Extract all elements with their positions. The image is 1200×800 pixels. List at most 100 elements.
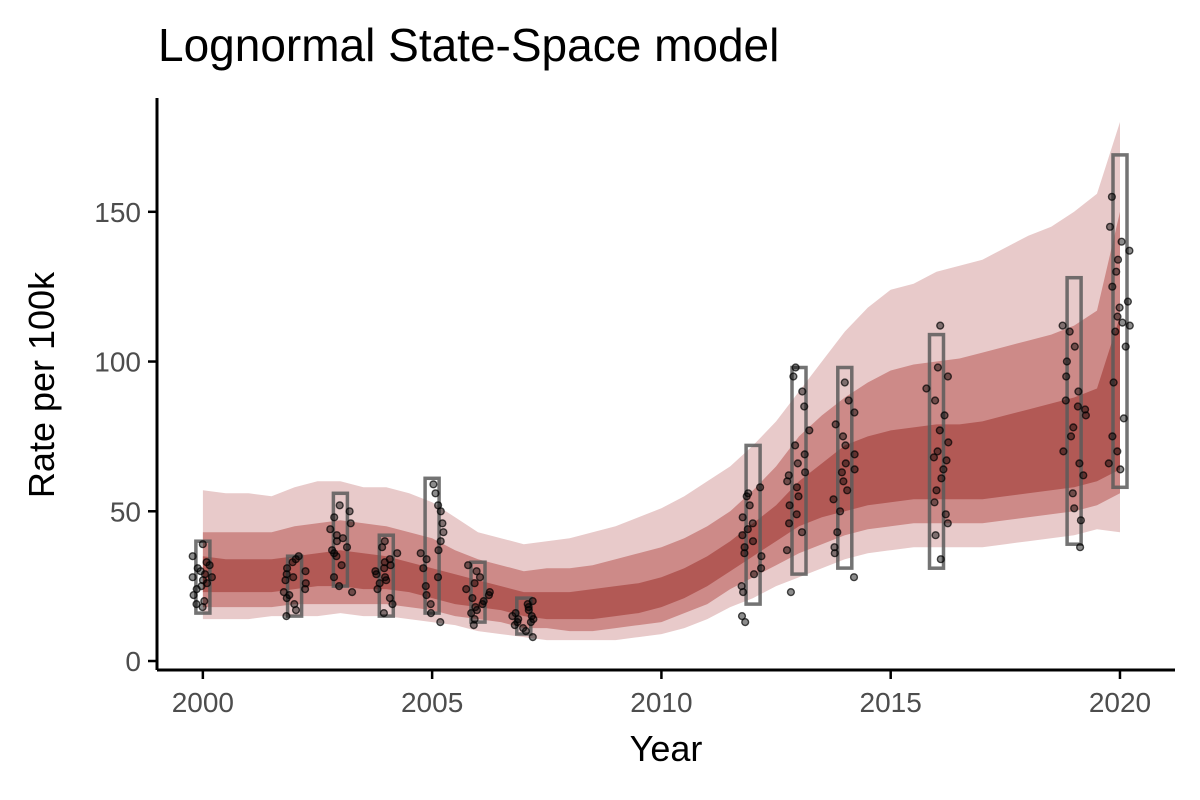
data-point-2020-1 <box>1104 459 1113 468</box>
data-point-2005-16 <box>416 549 425 558</box>
data-point-2016-4 <box>930 498 939 507</box>
interval-box-2012 <box>744 443 762 606</box>
data-point-2003-3 <box>337 561 346 570</box>
data-point-2005-3 <box>422 590 431 600</box>
data-point-2006-13 <box>485 587 494 597</box>
data-point-2020-10 <box>1113 312 1122 321</box>
data-point-2012-13 <box>745 501 754 510</box>
data-point-2016-1 <box>931 531 940 540</box>
data-point-2014-9 <box>841 459 850 468</box>
data-point-2019-7 <box>1066 432 1076 441</box>
data-point-2020-6 <box>1121 342 1130 351</box>
data-point-2002-13 <box>294 552 303 561</box>
data-point-2012-3 <box>737 581 746 591</box>
data-point-2012-9 <box>738 531 747 540</box>
data-point-2007-13 <box>513 617 522 627</box>
data-point-2013-1 <box>782 546 792 555</box>
data-point-2020-18 <box>1107 192 1117 201</box>
data-point-2013-7 <box>792 483 802 492</box>
data-point-2000-7 <box>207 573 217 582</box>
data-point-2005-4 <box>421 581 430 591</box>
data-point-2012-4 <box>749 570 759 579</box>
data-point-2005-7 <box>422 555 431 564</box>
data-point-2019-16 <box>1065 327 1074 336</box>
data-point-2014-3 <box>833 528 842 537</box>
data-point-2014-7 <box>839 477 848 486</box>
data-point-2016-16 <box>933 363 943 372</box>
data-point-2013-16 <box>789 372 798 381</box>
data-point-2005-11 <box>438 519 447 528</box>
data-point-2019-3 <box>1068 489 1077 498</box>
data-point-2005-0 <box>436 617 445 627</box>
data-point-2005-5 <box>433 573 443 582</box>
data-point-2016-12 <box>940 411 949 420</box>
y-tick-label-150: 150 <box>94 197 141 228</box>
interval-box-2020 <box>1111 153 1129 490</box>
interval-box-2005 <box>423 476 441 615</box>
data-point-2016-11 <box>935 426 944 435</box>
data-point-2012-6 <box>757 552 766 561</box>
data-point-2005-10 <box>439 528 448 537</box>
data-point-2016-18 <box>929 453 939 462</box>
data-point-2000-1 <box>200 596 209 606</box>
data-point-2006-5 <box>479 596 488 606</box>
data-point-2019-12 <box>1074 387 1083 396</box>
data-point-2016-5 <box>932 486 941 495</box>
data-point-2013-11 <box>800 450 809 459</box>
data-point-2005-8 <box>434 546 443 555</box>
data-point-2004-14 <box>382 576 391 585</box>
data-point-2014-1 <box>830 549 839 558</box>
data-point-2016-2 <box>943 519 952 528</box>
data-point-2006-8 <box>462 584 471 594</box>
data-point-2006-12 <box>464 561 473 570</box>
data-point-2014-11 <box>841 441 850 450</box>
data-point-2020-3 <box>1108 432 1117 441</box>
data-point-2019-2 <box>1070 504 1079 513</box>
data-point-2005-6 <box>419 564 428 573</box>
data-point-2003-2 <box>329 573 339 582</box>
data-point-2019-13 <box>1062 372 1071 381</box>
data-point-2012-17 <box>740 549 749 558</box>
band-inner-50 <box>202 316 1120 620</box>
data-point-2012-8 <box>748 537 758 546</box>
data-point-2019-5 <box>1075 459 1084 468</box>
data-point-2000-13 <box>188 552 197 561</box>
data-point-2000-15 <box>192 599 201 609</box>
data-point-2012-16 <box>755 483 765 492</box>
data-point-2020-12 <box>1108 282 1117 291</box>
data-point-2004-11 <box>393 549 402 558</box>
axes: 0 50 100 150 2000 2005 2010 2015 2020 <box>94 98 1175 718</box>
data-point-2013-10 <box>793 459 802 468</box>
data-point-2002-15 <box>282 570 291 579</box>
data-point-2020-5 <box>1109 378 1118 387</box>
data-point-2016-15 <box>943 372 953 381</box>
data-point-2005-15 <box>429 480 438 489</box>
data-point-2012-10 <box>743 525 752 534</box>
data-point-2020-11 <box>1123 297 1133 306</box>
data-point-2007-14 <box>527 611 536 621</box>
data-point-2020-19 <box>1115 303 1124 312</box>
data-point-2020-13 <box>1112 267 1121 276</box>
data-point-2014-10 <box>850 450 859 459</box>
data-point-2013-5 <box>785 501 794 510</box>
data-point-2003-13 <box>335 501 344 510</box>
data-point-2013-4 <box>792 510 801 519</box>
data-point-2014-5 <box>829 495 838 504</box>
data-point-2016-10 <box>944 438 953 447</box>
data-point-2007-2 <box>518 623 528 633</box>
data-point-2014-14 <box>850 408 859 417</box>
data-point-2007-8 <box>511 608 520 618</box>
data-point-2012-7 <box>740 543 749 552</box>
data-point-2002-6 <box>301 579 310 588</box>
data-point-2003-0 <box>348 587 357 597</box>
data-point-2006-0 <box>469 620 478 630</box>
data-point-2002-10 <box>283 564 292 573</box>
data-point-2020-16 <box>1117 237 1126 246</box>
data-point-2014-16 <box>840 378 849 387</box>
data-point-2005-13 <box>434 501 443 510</box>
data-point-2016-3 <box>941 510 950 519</box>
data-point-2016-13 <box>930 396 940 405</box>
data-point-2013-6 <box>794 492 803 501</box>
data-point-2002-0 <box>282 611 291 621</box>
